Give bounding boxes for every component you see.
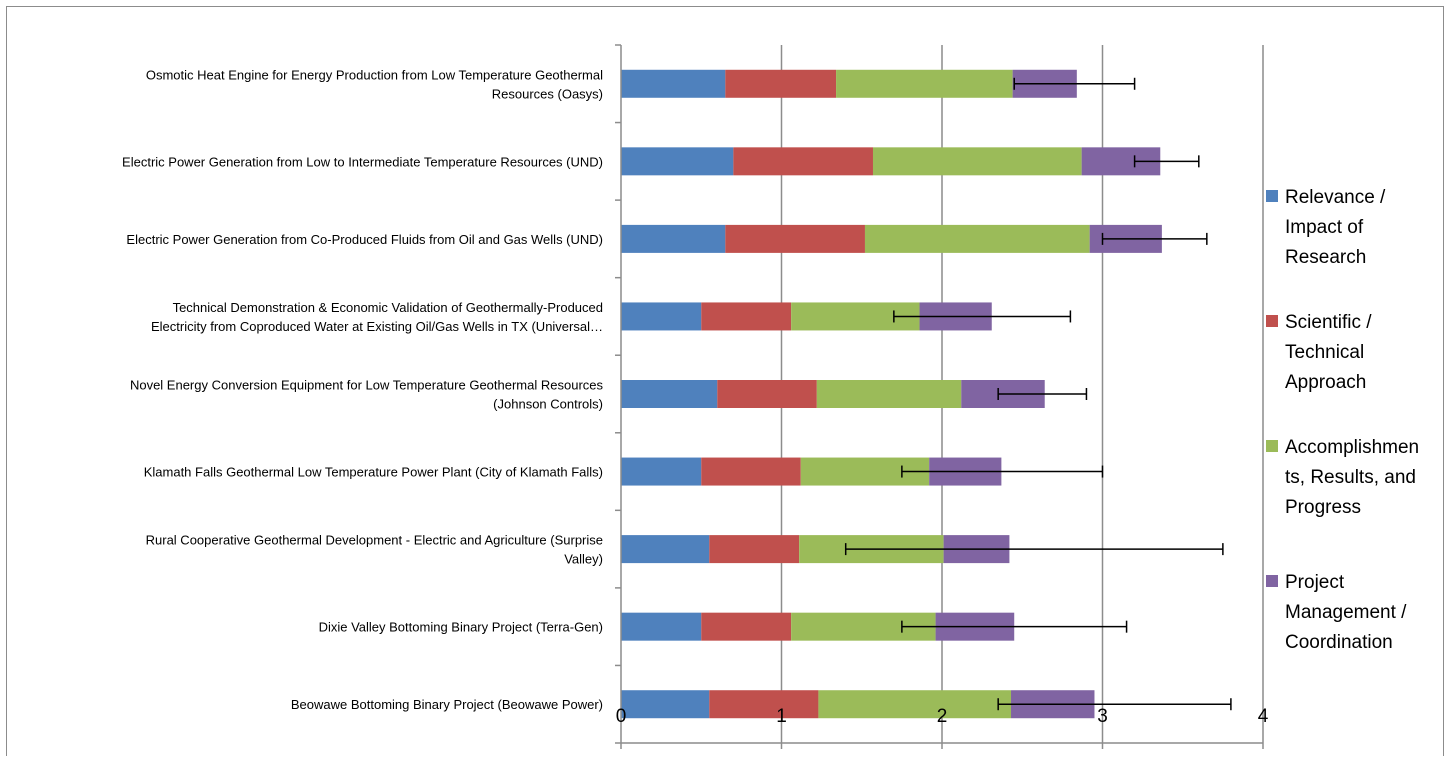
bar-segment-series-2: [701, 612, 792, 641]
bar-segment-series-1: [621, 224, 726, 253]
error-bars: [844, 77, 1232, 711]
legend-label: Project: [1285, 572, 1345, 593]
category-label: Valley): [564, 552, 603, 567]
bars: [621, 69, 1162, 719]
bar-segment-series-2: [725, 69, 837, 98]
bar-segment-series-1: [621, 690, 710, 719]
legend-label: Accomplishmen: [1285, 437, 1419, 458]
category-label: Electric Power Generation from Co-Produc…: [126, 232, 603, 247]
category-label: Electric Power Generation from Low to In…: [122, 154, 603, 169]
category-label: Technical Demonstration & Economic Valid…: [173, 300, 603, 315]
bar-segment-series-3: [816, 380, 962, 408]
legend-label: Approach: [1285, 372, 1366, 393]
legend-label: Relevance /: [1285, 187, 1386, 208]
bar-segment-series-3: [872, 147, 1082, 176]
category-label: Electricity from Coproduced Water at Exi…: [151, 319, 603, 334]
bar-segment-series-1: [621, 380, 718, 408]
legend-label: Progress: [1285, 497, 1361, 518]
category-label: Klamath Falls Geothermal Low Temperature…: [144, 465, 603, 480]
bar-segment-series-1: [621, 457, 702, 486]
x-tick-label: 2: [937, 706, 948, 727]
legend-swatch: [1266, 575, 1278, 587]
category-label: Novel Energy Conversion Equipment for Lo…: [130, 378, 604, 393]
legend: Relevance / Impact of Research Scientific /…: [1266, 187, 1419, 653]
bar-segment-series-2: [725, 224, 865, 253]
bar-segment-series-3: [818, 690, 1012, 719]
category-label: Dixie Valley Bottoming Binary Project (T…: [319, 620, 603, 635]
bar-segment-series-1: [621, 612, 702, 641]
bar-segment-series-3: [836, 69, 1013, 98]
legend-swatch: [1266, 315, 1278, 327]
legend-label: Impact of: [1285, 217, 1364, 238]
legend-label: Technical: [1285, 342, 1364, 363]
axes: 0 1 2 3 4: [615, 44, 1269, 749]
category-label: Beowawe Bottoming Binary Project (Beowaw…: [291, 697, 603, 712]
bar-segment-series-1: [621, 302, 702, 331]
category-label: Resources (Oasys): [492, 86, 603, 101]
legend-label: Management /: [1285, 602, 1407, 623]
bar-segment-series-2: [709, 535, 800, 564]
category-label: Osmotic Heat Engine for Energy Productio…: [146, 67, 603, 82]
x-tick-label: 3: [1097, 706, 1108, 727]
legend-swatch: [1266, 440, 1278, 452]
bar-segment-series-3: [864, 224, 1090, 253]
legend-label: Scientific /: [1285, 312, 1372, 333]
bar-segment-series-2: [709, 690, 819, 719]
bar-segment-series-2: [733, 147, 873, 176]
bar-segment-series-1: [621, 147, 734, 176]
legend-swatch: [1266, 190, 1278, 202]
bar-segment-series-2: [701, 457, 801, 486]
legend-label: Coordination: [1285, 632, 1393, 653]
bar-segment-series-2: [701, 302, 792, 331]
category-label: Rural Cooperative Geothermal Development…: [146, 533, 603, 548]
bar-segment-series-1: [621, 535, 710, 564]
category-labels: Osmotic Heat Engine for Energy Productio…: [122, 67, 603, 712]
x-tick-label: 0: [616, 706, 627, 727]
legend-label: ts, Results, and: [1285, 467, 1416, 488]
category-label: (Johnson Controls): [493, 397, 603, 412]
x-tick-label: 1: [776, 706, 787, 727]
bar-segment-series-2: [717, 380, 817, 408]
bar-segment-series-1: [621, 69, 726, 98]
x-tick-label: 4: [1258, 706, 1269, 727]
legend-label: Research: [1285, 247, 1366, 268]
